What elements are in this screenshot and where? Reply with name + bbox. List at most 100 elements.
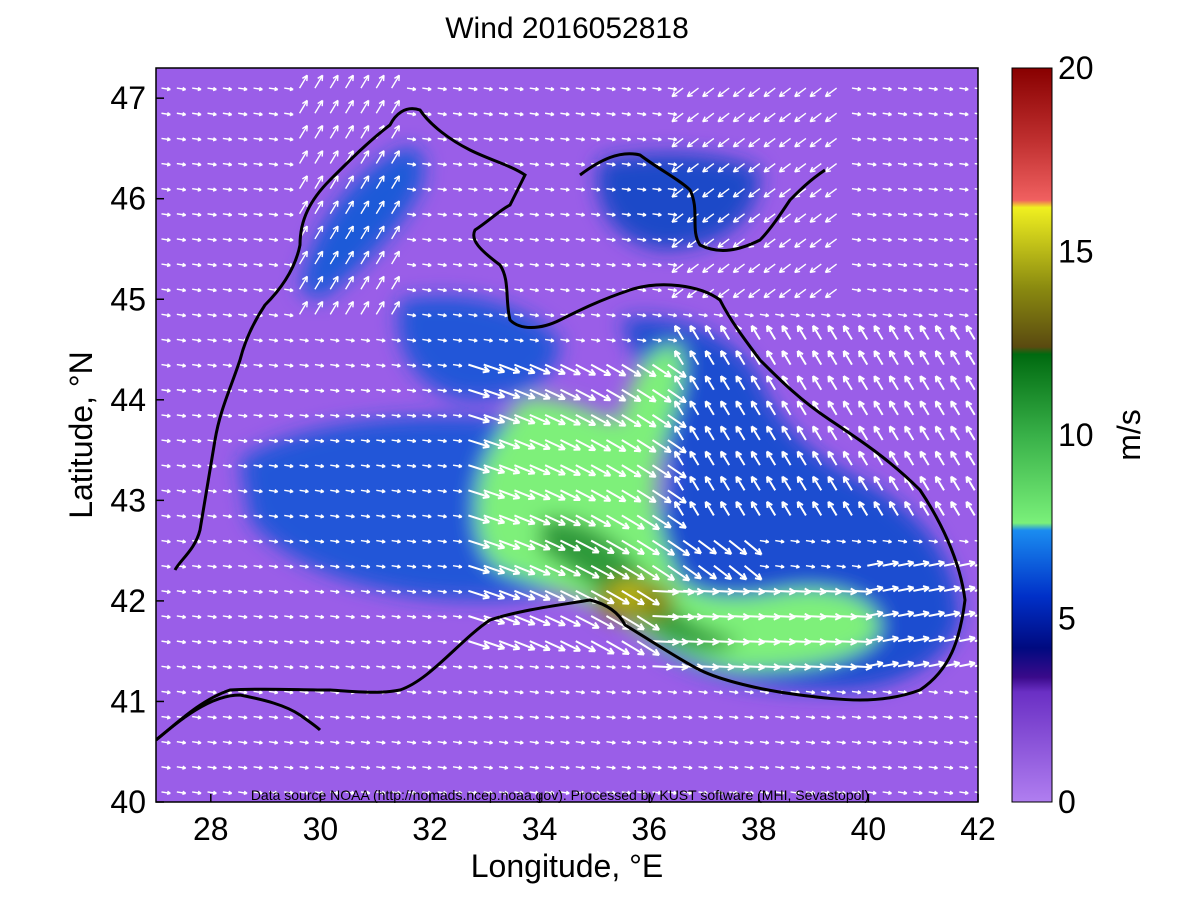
wind-arrow: [514, 589, 536, 601]
wind-arrow: [514, 287, 524, 293]
wind-arrow: [897, 585, 915, 593]
wind-arrow: [766, 450, 777, 466]
wind-arrow: [719, 450, 731, 466]
wind-arrow: [959, 262, 969, 268]
wind-arrow: [406, 514, 417, 519]
wind-arrow: [735, 350, 746, 366]
wind-arrow: [268, 589, 279, 594]
wind-arrow: [559, 615, 581, 627]
wind-arrow: [897, 162, 908, 167]
wind-arrow: [207, 539, 217, 544]
wind-arrow: [253, 262, 263, 268]
wind-arrow: [667, 690, 678, 695]
wind-arrow: [671, 213, 684, 223]
wind-arrow: [897, 610, 915, 618]
wind-arrow: [207, 313, 217, 318]
wind-arrow: [974, 715, 978, 718]
wind-arrow: [468, 187, 478, 192]
wind-arrow: [867, 690, 877, 695]
wind-arrow: [192, 187, 202, 192]
wind-arrow: [827, 425, 838, 441]
wind-arrow: [483, 262, 494, 268]
y-tick-label: 43: [110, 482, 146, 518]
wind-arrow: [882, 715, 892, 720]
wind-arrow: [575, 313, 586, 318]
wind-arrow: [529, 790, 540, 796]
wind-arrow: [974, 539, 978, 542]
wind-arrow: [391, 614, 401, 620]
wind-arrow: [867, 262, 877, 268]
wind-arrow: [974, 740, 978, 743]
wind-arrow: [452, 664, 463, 670]
wind-arrow: [406, 86, 417, 92]
wind-arrow: [934, 475, 945, 491]
wind-arrow: [544, 212, 555, 217]
wind-arrow: [732, 288, 745, 299]
wind-arrow: [704, 350, 715, 366]
wind-arrow: [575, 439, 597, 452]
wind-arrow: [560, 111, 570, 117]
wind-arrow: [176, 86, 187, 92]
wind-arrow: [253, 363, 263, 368]
wind-arrow: [437, 388, 447, 393]
wind-arrow: [590, 539, 615, 554]
wind-arrow: [717, 87, 730, 98]
wind-arrow: [314, 489, 325, 494]
wind-arrow: [452, 262, 463, 268]
wind-arrow: [851, 137, 862, 142]
wind-arrow: [744, 765, 754, 770]
wind-arrow: [268, 614, 279, 620]
wind-arrow: [314, 363, 325, 368]
wind-arrow: [529, 313, 540, 318]
wind-arrow: [345, 300, 355, 315]
wind-arrow: [882, 690, 892, 695]
wind-arrow: [621, 740, 632, 745]
wind-arrow: [161, 740, 171, 745]
wind-arrow: [888, 375, 899, 391]
wind-arrow: [735, 425, 746, 441]
wind-arrow: [192, 589, 202, 594]
wind-arrow: [360, 463, 371, 469]
wind-arrow: [824, 137, 838, 148]
wind-arrow: [591, 338, 601, 343]
wind-arrow: [483, 187, 494, 192]
wind-arrow: [827, 500, 838, 516]
wind-arrow: [437, 86, 447, 92]
wind-arrow: [391, 765, 401, 770]
wind-arrow: [330, 463, 340, 469]
y-axis-ticks: 40 41 42 43 44 45 46 47: [110, 80, 164, 820]
wind-arrow: [452, 111, 463, 117]
wind-arrow: [805, 790, 816, 796]
wind-arrow: [794, 263, 807, 274]
wind-arrow: [606, 111, 616, 117]
wind-arrow: [299, 438, 309, 444]
wind-arrow: [437, 413, 447, 418]
wind-arrow: [161, 313, 171, 318]
wind-arrow: [888, 400, 899, 416]
wind-arrow: [468, 287, 478, 293]
wind-arrow: [514, 137, 524, 142]
wind-arrow: [794, 213, 807, 223]
wind-arrow: [919, 324, 930, 340]
wind-arrow: [621, 187, 632, 192]
y-tick-label: 44: [110, 382, 146, 418]
wind-arrow: [422, 589, 432, 594]
wind-arrow: [253, 162, 263, 167]
wind-arrow: [238, 111, 248, 117]
wind-arrow: [329, 150, 339, 164]
wind-arrow: [253, 111, 263, 117]
wind-arrow: [299, 413, 309, 418]
wind-arrow: [360, 300, 370, 315]
wind-arrow: [207, 715, 217, 720]
wind-arrow: [888, 475, 899, 491]
wind-arrow: [882, 237, 892, 243]
wind-arrow: [437, 212, 447, 217]
wind-arrow: [913, 539, 923, 544]
wind-arrow: [483, 489, 506, 500]
wind-arrow: [330, 438, 340, 444]
wind-arrow: [959, 86, 969, 92]
wind-arrow: [897, 137, 908, 142]
wind-arrow: [299, 463, 309, 469]
wind-arrow: [422, 740, 432, 745]
x-tick-label: 40: [851, 811, 887, 847]
